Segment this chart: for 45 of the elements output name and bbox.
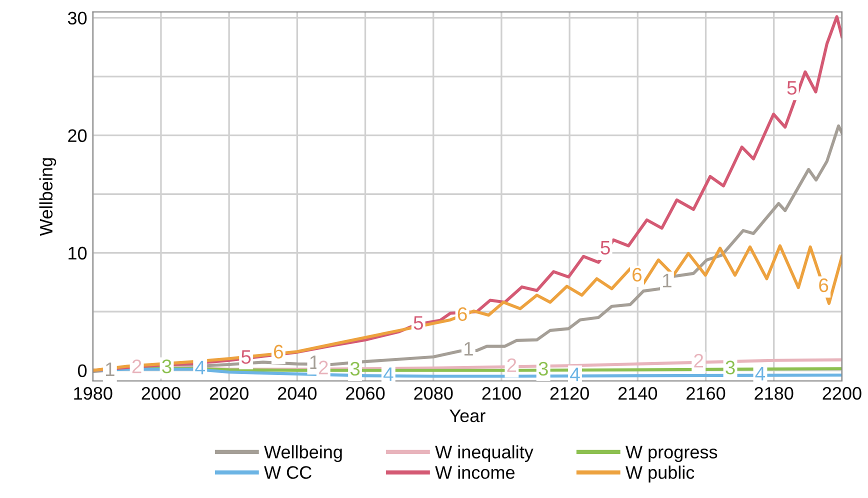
y-tick-label: 30 xyxy=(68,12,87,25)
annotation: 2 xyxy=(132,359,142,374)
annotation: 5 xyxy=(787,81,796,95)
legend-label: W progress xyxy=(626,446,718,462)
x-tick-label: 2060 xyxy=(346,387,385,400)
annotation: 4 xyxy=(195,360,205,374)
annotation: 4 xyxy=(570,368,580,382)
x-tick-label: 2140 xyxy=(618,387,658,400)
x-tick-label: 2100 xyxy=(482,387,521,400)
legend-label: W inequality xyxy=(435,445,534,462)
x-tick-label: 2160 xyxy=(686,387,726,400)
legend-label: W CC xyxy=(264,466,312,479)
x-tick-label: 2000 xyxy=(142,387,180,400)
x-axis-title: Year xyxy=(450,410,486,422)
annotation: 3 xyxy=(162,359,172,374)
legend-label: W income xyxy=(435,466,515,479)
annotation: 2 xyxy=(507,358,516,372)
annotation: 3 xyxy=(726,360,735,374)
annotation: 5 xyxy=(600,240,610,255)
annotation: 1 xyxy=(106,362,114,376)
annotation: 2 xyxy=(694,354,704,368)
legend-label: W public xyxy=(626,466,694,482)
annotation: 1 xyxy=(663,274,672,288)
x-tick-label: 2080 xyxy=(414,387,453,400)
annotation: 4 xyxy=(755,366,766,380)
annotation: 3 xyxy=(538,362,548,376)
annotation: 6 xyxy=(274,344,283,359)
annotation: 4 xyxy=(383,367,394,381)
x-tick-label: 2020 xyxy=(210,387,248,400)
annotation: 1 xyxy=(464,342,473,356)
annotation: 6 xyxy=(632,268,642,282)
y-tick-label: 20 xyxy=(68,129,87,142)
x-tick-label: 1980 xyxy=(74,387,112,400)
x-tick-label: 2200 xyxy=(822,387,862,400)
x-tick-label: 2040 xyxy=(278,387,317,400)
x-tick-label: 2120 xyxy=(550,387,589,400)
y-tick-label: 0 xyxy=(78,364,87,378)
annotation: 2 xyxy=(318,360,328,374)
legend-label: Wellbeing xyxy=(264,445,342,462)
annotation: 3 xyxy=(350,362,360,376)
y-tick-label: 10 xyxy=(68,246,87,260)
annotation: 6 xyxy=(458,307,467,321)
annotation: 5 xyxy=(241,350,251,364)
y-axis-title: Wellbeing xyxy=(39,158,56,236)
x-tick-label: 2180 xyxy=(754,387,794,400)
